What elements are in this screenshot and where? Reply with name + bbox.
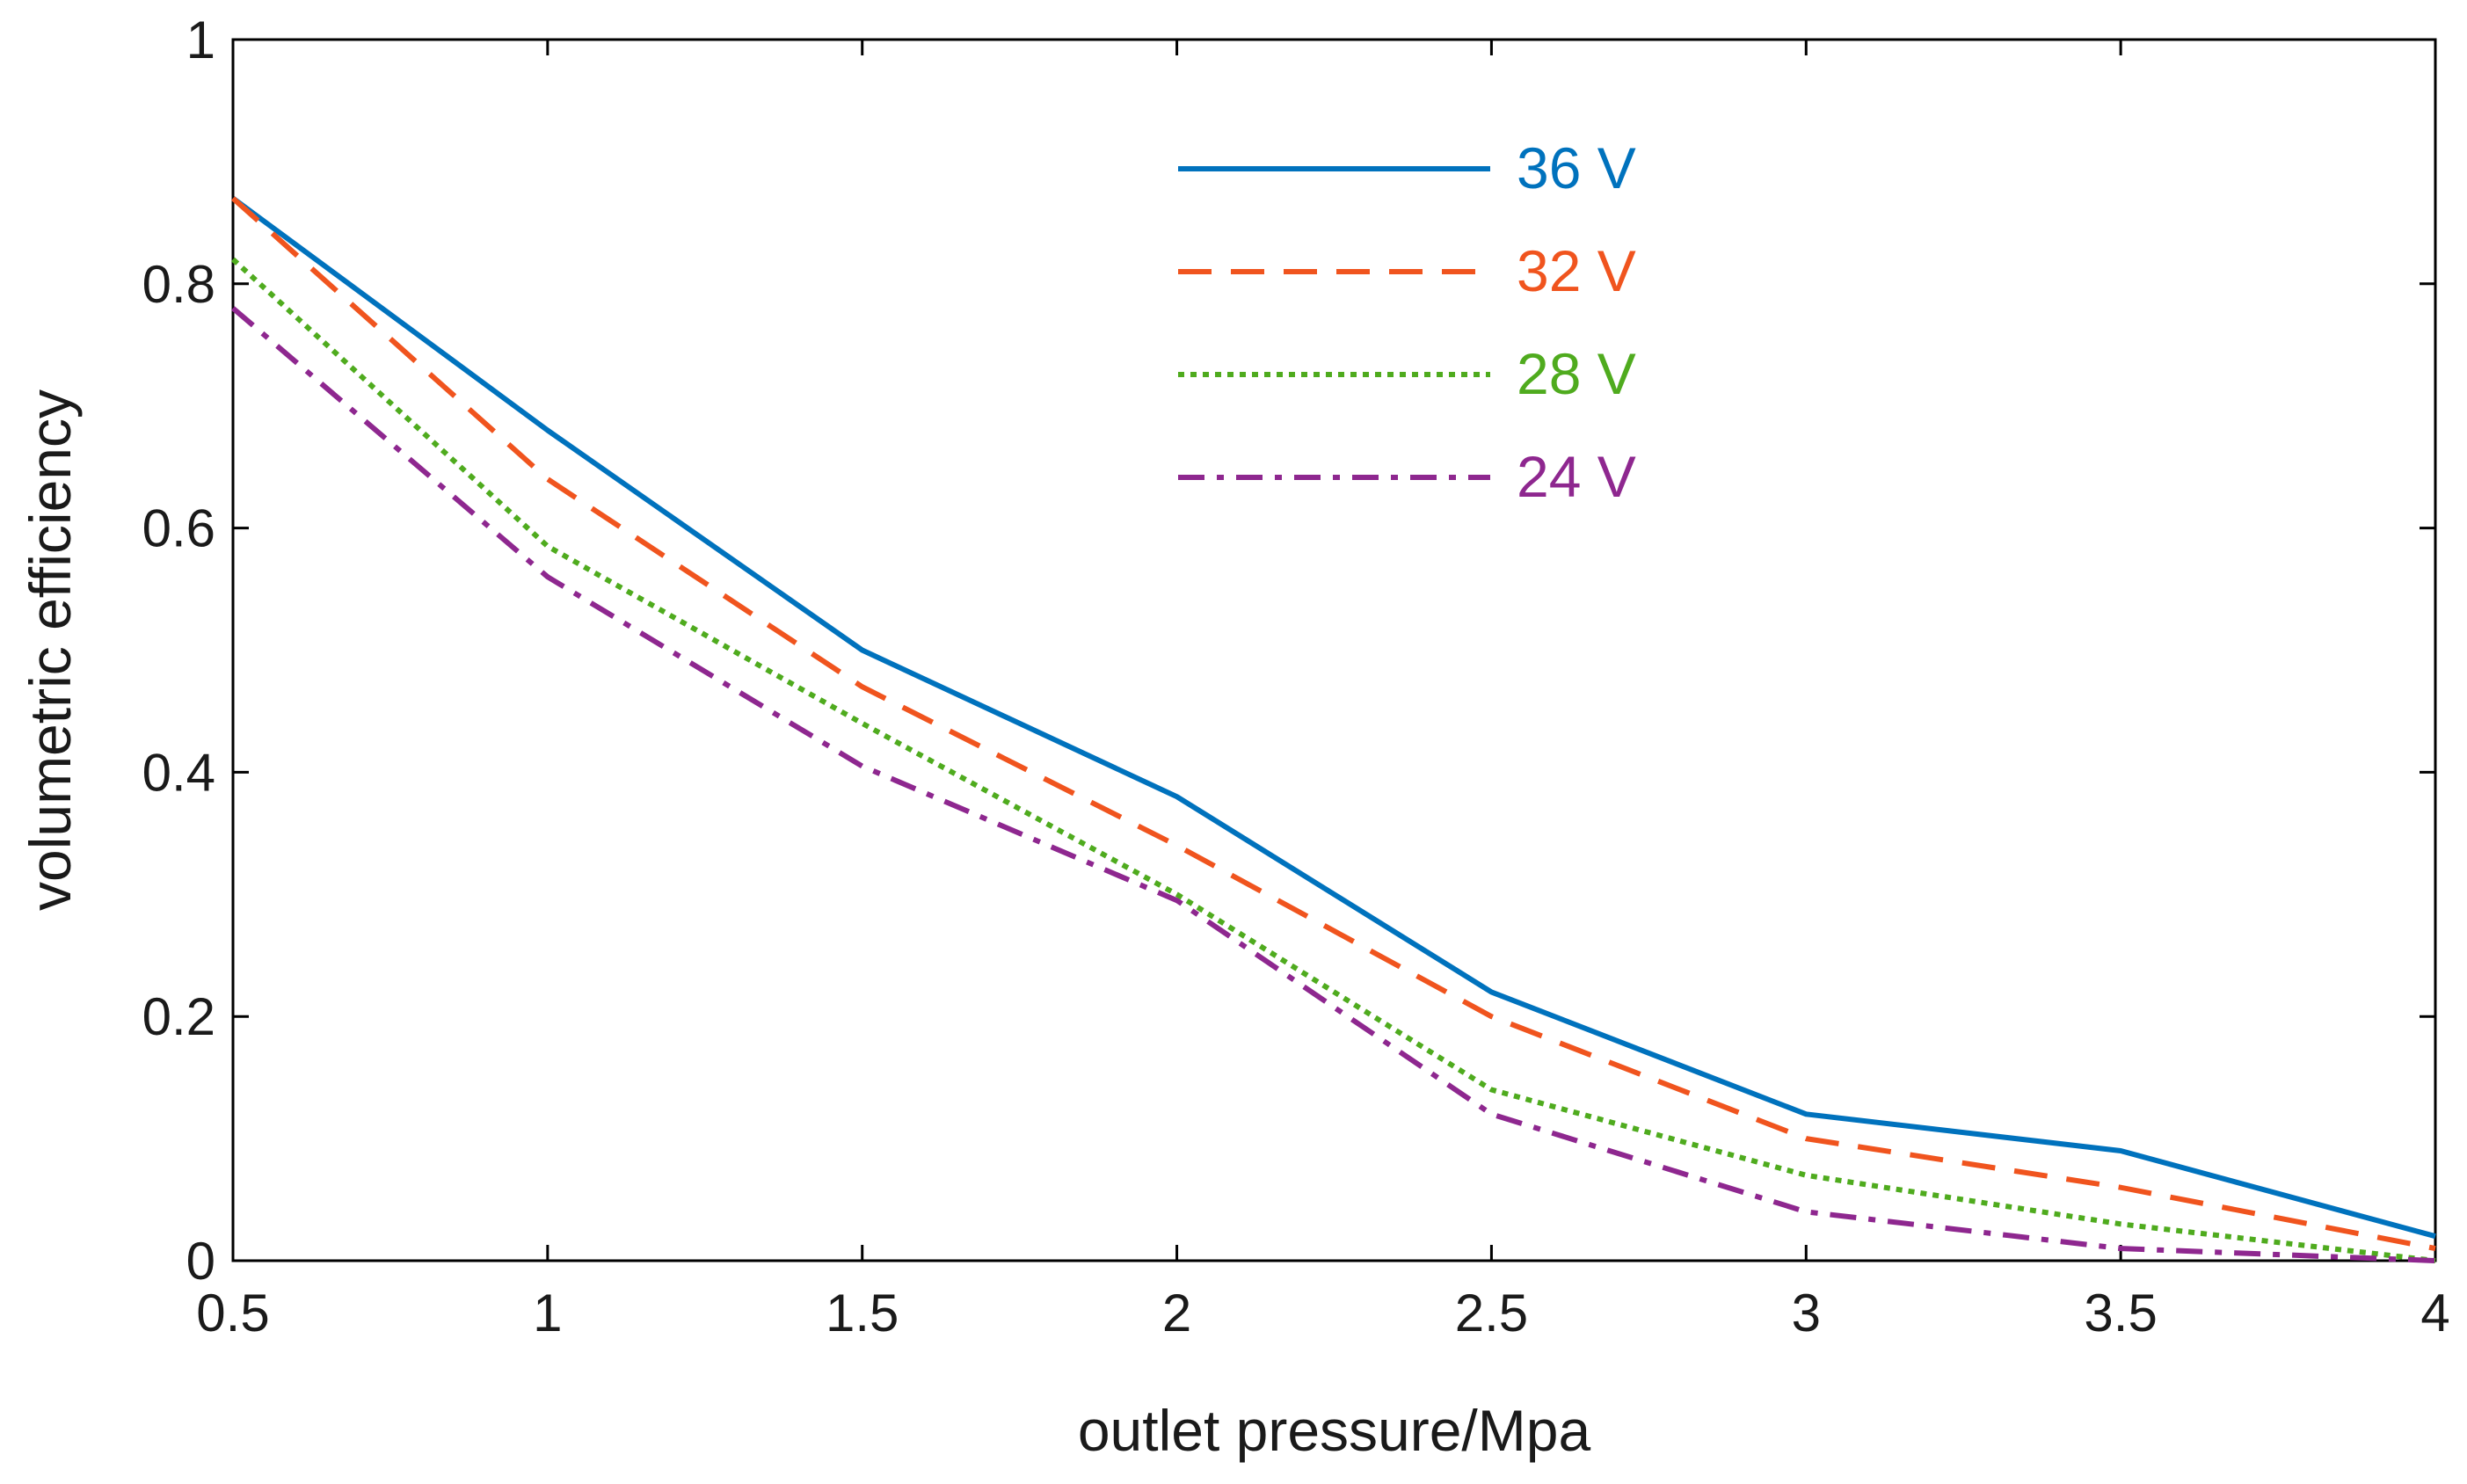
- x-tick-label: 2.5: [1455, 1284, 1528, 1342]
- legend-label-36v: 36 V: [1517, 135, 1636, 200]
- x-tick-label: 0.5: [196, 1284, 269, 1342]
- x-tick-label: 4: [2420, 1284, 2449, 1342]
- plot-area: [231, 38, 2437, 1262]
- x-tick-label: 3.5: [2084, 1284, 2157, 1342]
- tick-marks: [231, 38, 2437, 1262]
- x-tick-label: 3: [1792, 1284, 1821, 1342]
- x-tick-labels: 0.5 1 1.5 2 2.5 3 3.5 4: [196, 1284, 2449, 1342]
- y-tick-label: 1: [186, 11, 215, 69]
- y-tick-label: 0.4: [142, 743, 215, 802]
- y-tick-label: 0: [186, 1232, 215, 1291]
- y-axis-label: volumetric efficiency: [18, 389, 83, 911]
- y-tick-label: 0.2: [142, 987, 215, 1046]
- x-axis-label: outlet pressure/Mpa: [1078, 1398, 1591, 1463]
- series-line-32v: [231, 196, 2436, 1252]
- legend-label-28v: 28 V: [1517, 341, 1636, 406]
- x-tick-label: 1.5: [826, 1284, 899, 1342]
- y-tick-labels: 0 0.2 0.4 0.6 0.8 1: [142, 11, 215, 1291]
- x-tick-label: 1: [533, 1284, 562, 1342]
- series-line-24v: [231, 306, 2436, 1263]
- legend-label-24v: 24 V: [1517, 444, 1636, 509]
- y-tick-label: 0.8: [142, 255, 215, 314]
- legend: 36 V 32 V 28 V 24 V: [1178, 135, 1636, 509]
- series-line-36v: [231, 196, 2436, 1240]
- series-lines: [230, 196, 2436, 1263]
- legend-label-32v: 32 V: [1517, 238, 1636, 303]
- x-tick-label: 2: [1162, 1284, 1191, 1342]
- axes-box: [231, 38, 2437, 1262]
- series-line-28v: [230, 257, 2436, 1263]
- y-tick-label: 0.6: [142, 499, 215, 558]
